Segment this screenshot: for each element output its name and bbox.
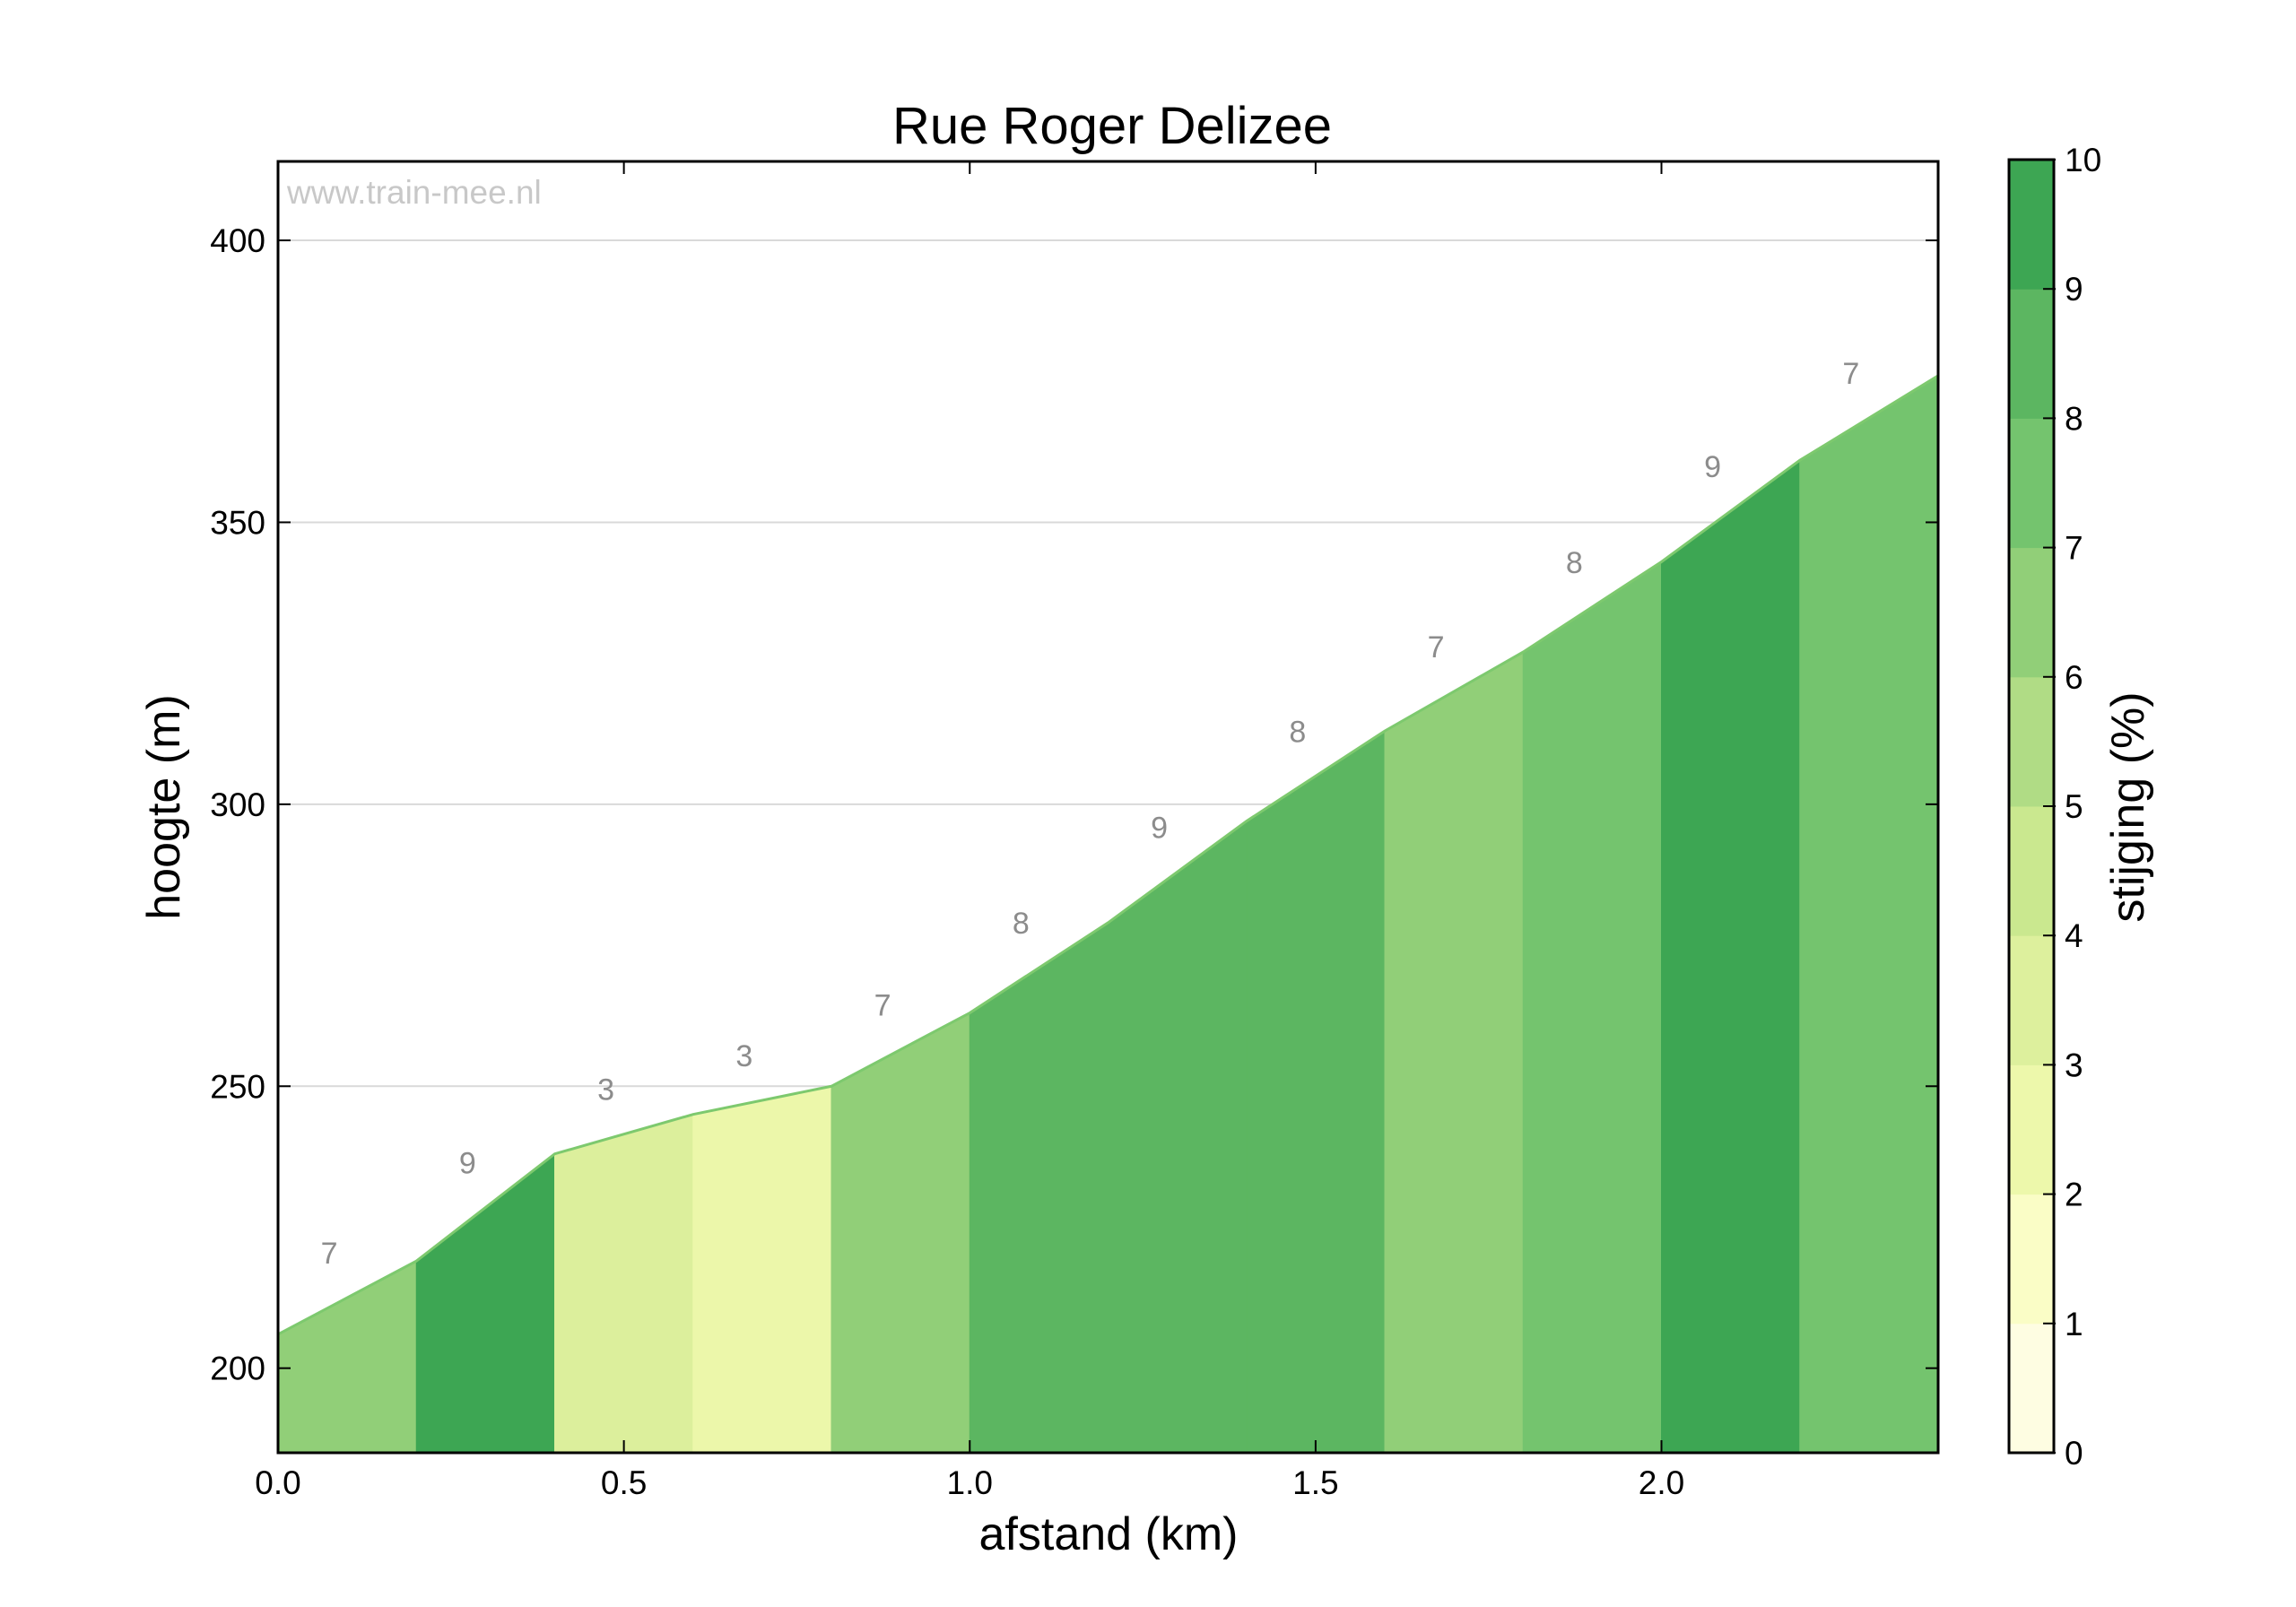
segment-gradient-label: 9 (459, 1146, 476, 1180)
colorbar-tick-label: 10 (2065, 142, 2101, 178)
colorbar-tick-label: 1 (2065, 1306, 2083, 1342)
colorbar: 0 1 2 3 4 5 6 7 8 9 10 stijging (%) (2007, 142, 2154, 1472)
colorbar-band (2009, 1194, 2054, 1325)
colorbar-band (2009, 160, 2054, 290)
gradient-segment (1384, 651, 1524, 1454)
y-tick-label: 300 (210, 786, 265, 823)
colorbar-ticks: 0 1 2 3 4 5 6 7 8 9 10 (2043, 142, 2101, 1472)
x-tick-label: 1.0 (947, 1464, 993, 1501)
gradient-segment (1799, 375, 1939, 1454)
y-tick-label: 400 (210, 222, 265, 259)
segment-gradient-label: 3 (597, 1073, 614, 1108)
segment-gradient-label: 8 (1566, 546, 1583, 580)
colorbar-tick-label: 8 (2065, 400, 2083, 437)
x-axis-ticks: 0.0 0.5 1.0 1.5 2.0 (255, 161, 1684, 1501)
x-tick-label: 0.0 (255, 1464, 300, 1501)
x-axis-title: afstand (km) (979, 1508, 1239, 1560)
colorbar-band (2009, 676, 2054, 807)
segment-gradient-label: 7 (321, 1237, 338, 1271)
y-tick-label: 250 (210, 1068, 265, 1105)
plot-frame (276, 160, 1940, 1455)
colorbar-band (2009, 289, 2054, 419)
gradient-segment (969, 921, 1109, 1454)
x-tick-label: 1.5 (1292, 1464, 1338, 1501)
plot-area: 7 9 3 3 7 8 9 8 7 8 9 7 www.train-mee.nl 0.0 0.5 1.0 1… (210, 160, 1940, 1501)
x-tick-label: 0.5 (601, 1464, 647, 1501)
y-tick-label: 350 (210, 504, 265, 541)
segment-gradient-label: 8 (1013, 907, 1030, 941)
gradient-segment (554, 1114, 694, 1454)
colorbar-band (2009, 1323, 2054, 1454)
gradient-segment (1246, 730, 1386, 1454)
segment-gradient-label: 3 (735, 1039, 752, 1073)
colorbar-bands (2009, 160, 2054, 1454)
gradient-segments (277, 374, 1939, 1454)
colorbar-band (2009, 1064, 2054, 1195)
gradient-segment (1661, 459, 1801, 1454)
gradient-segment (415, 1152, 555, 1454)
segment-gradient-label: 9 (1151, 811, 1168, 845)
y-axis-title: hoogte (m) (138, 694, 190, 919)
colorbar-band (2009, 418, 2054, 549)
chart-title: Rue Roger Delizee (892, 97, 1332, 155)
colorbar-tick-label: 7 (2065, 530, 2083, 567)
y-tick-label: 200 (210, 1351, 265, 1387)
gradient-segment (1522, 560, 1662, 1454)
colorbar-tick-label: 5 (2065, 788, 2083, 825)
watermark: www.train-mee.nl (286, 174, 542, 211)
colorbar-title: stijging (%) (2102, 691, 2154, 922)
gradient-segment (277, 1260, 417, 1454)
colorbar-band (2009, 806, 2054, 936)
profile-line (277, 374, 1939, 1336)
gradient-segment (831, 1012, 970, 1454)
colorbar-tick-label: 4 (2065, 917, 2083, 954)
colorbar-band (2009, 547, 2054, 678)
colorbar-tick-label: 9 (2065, 271, 2083, 308)
colorbar-band (2009, 935, 2054, 1065)
segment-gradient-label: 7 (1842, 357, 1859, 391)
y-axis-ticks: 200 250 300 350 400 (210, 222, 1938, 1387)
segment-gradient-label: 7 (874, 988, 891, 1022)
segment-labels: 7 9 3 3 7 8 9 8 7 8 9 7 (321, 357, 1860, 1271)
colorbar-tick-label: 6 (2065, 659, 2083, 696)
segment-gradient-label: 8 (1289, 715, 1306, 749)
colorbar-tick-label: 0 (2065, 1435, 2083, 1472)
colorbar-tick-label: 3 (2065, 1047, 2083, 1083)
gradient-segment (1108, 820, 1248, 1454)
segment-gradient-label: 9 (1704, 450, 1721, 484)
colorbar-tick-label: 2 (2065, 1177, 2083, 1213)
gradient-segment (692, 1085, 832, 1454)
x-tick-label: 2.0 (1639, 1464, 1684, 1501)
segment-gradient-label: 7 (1428, 630, 1445, 665)
